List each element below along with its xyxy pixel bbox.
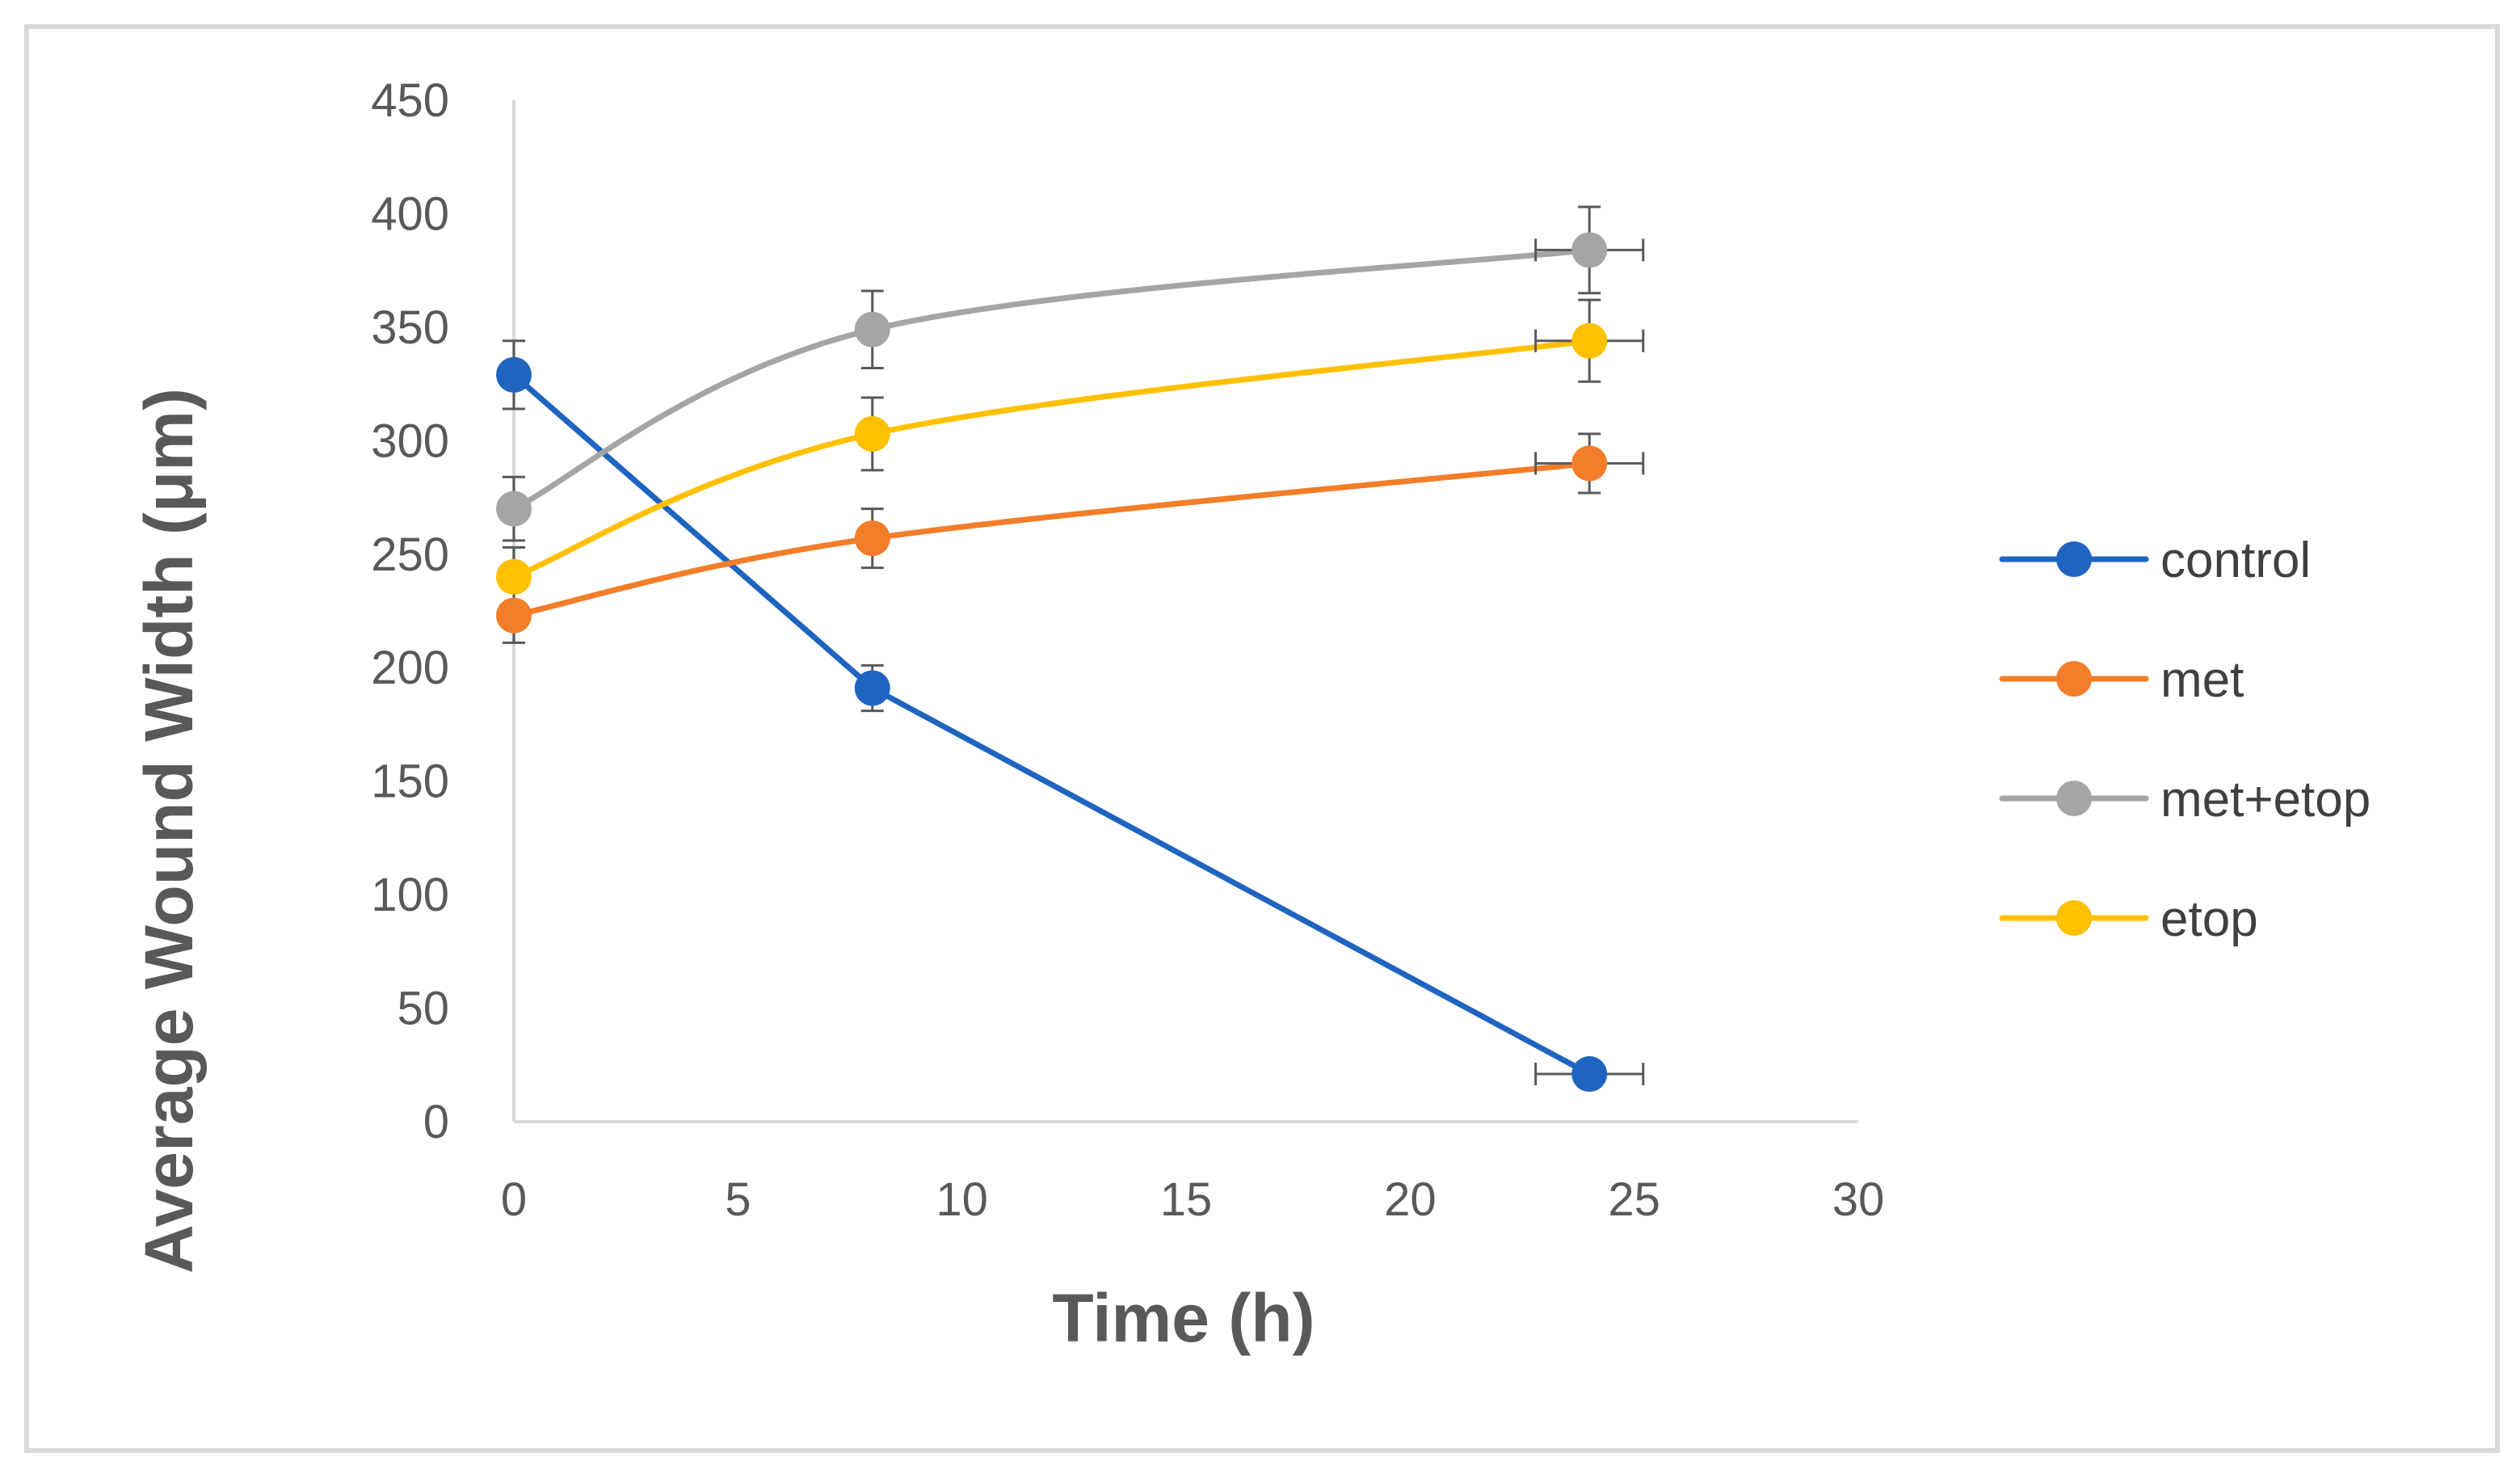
- legend-item-met: met: [1999, 652, 2244, 708]
- legend: control met met+etop etop: [1999, 533, 2371, 947]
- y-tick-label: 250: [371, 529, 449, 581]
- y-tick-label: 150: [371, 756, 449, 808]
- y-tick-labels: 0 50 100 150 200 250 300 350 400 450: [371, 74, 449, 1148]
- y-tick-label: 200: [371, 642, 449, 694]
- x-tick-labels: 0 5 10 15 20 25 30: [501, 1173, 1884, 1226]
- data-point-etop: [1571, 322, 1608, 359]
- data-point-control: [1571, 1056, 1608, 1093]
- legend-swatch-marker: [2056, 900, 2092, 936]
- series-line-etop: [511, 338, 1592, 580]
- error-bars: [503, 205, 1645, 1086]
- legend-label: control: [2160, 533, 2311, 588]
- legend-label: etop: [2160, 891, 2258, 947]
- x-tick-label: 5: [725, 1173, 751, 1226]
- data-point-control: [496, 356, 532, 393]
- data-point-etop: [496, 558, 532, 595]
- legend-swatch-marker: [2056, 661, 2092, 697]
- data-point-met: [496, 597, 532, 634]
- y-tick-label: 100: [371, 869, 449, 921]
- y-tick-label: 0: [423, 1096, 449, 1148]
- data-point-met+etop: [496, 491, 532, 527]
- data-point-met+etop: [1571, 232, 1608, 268]
- x-tick-label: 25: [1608, 1173, 1660, 1226]
- y-tick-label: 400: [371, 187, 449, 240]
- series-lines: [511, 246, 1592, 1077]
- legend-swatch-marker: [2056, 781, 2092, 816]
- data-point-control: [854, 670, 890, 706]
- x-tick-label: 10: [936, 1173, 988, 1226]
- x-tick-label: 20: [1384, 1173, 1437, 1226]
- legend-label: met+etop: [2160, 772, 2371, 828]
- series-line-met: [511, 460, 1592, 619]
- x-tick-label: 15: [1160, 1173, 1213, 1226]
- x-tick-label: 0: [501, 1173, 527, 1226]
- data-point-etop: [854, 415, 890, 452]
- data-point-met: [854, 520, 890, 557]
- series-line-met+etop: [511, 246, 1592, 512]
- y-tick-label: 50: [397, 983, 449, 1035]
- legend-item-met+etop: met+etop: [1999, 772, 2371, 828]
- y-tick-label: 300: [371, 415, 449, 467]
- data-markers: [496, 232, 1608, 1093]
- y-axis-title: Average Wound Width (μm): [131, 388, 207, 1274]
- legend-swatch-marker: [2056, 541, 2092, 577]
- data-point-met+etop: [854, 311, 890, 347]
- data-point-met: [1571, 445, 1608, 482]
- y-tick-label: 350: [371, 301, 449, 354]
- legend-item-control: control: [1999, 533, 2311, 588]
- chart-frame: [24, 24, 2500, 1453]
- legend-item-etop: etop: [1999, 891, 2258, 947]
- x-axis-title: Time (h): [1052, 1280, 1315, 1356]
- legend-label: met: [2160, 652, 2244, 708]
- y-tick-label: 450: [371, 74, 449, 127]
- x-tick-label: 30: [1832, 1173, 1885, 1226]
- axes: [512, 100, 1858, 1123]
